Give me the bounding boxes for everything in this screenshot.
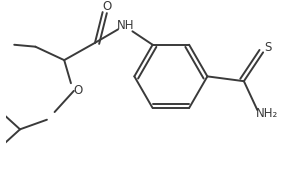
Text: O: O <box>73 84 82 97</box>
Text: NH₂: NH₂ <box>256 107 278 120</box>
Text: NH: NH <box>117 19 134 32</box>
Text: O: O <box>103 0 112 13</box>
Text: S: S <box>264 41 272 54</box>
